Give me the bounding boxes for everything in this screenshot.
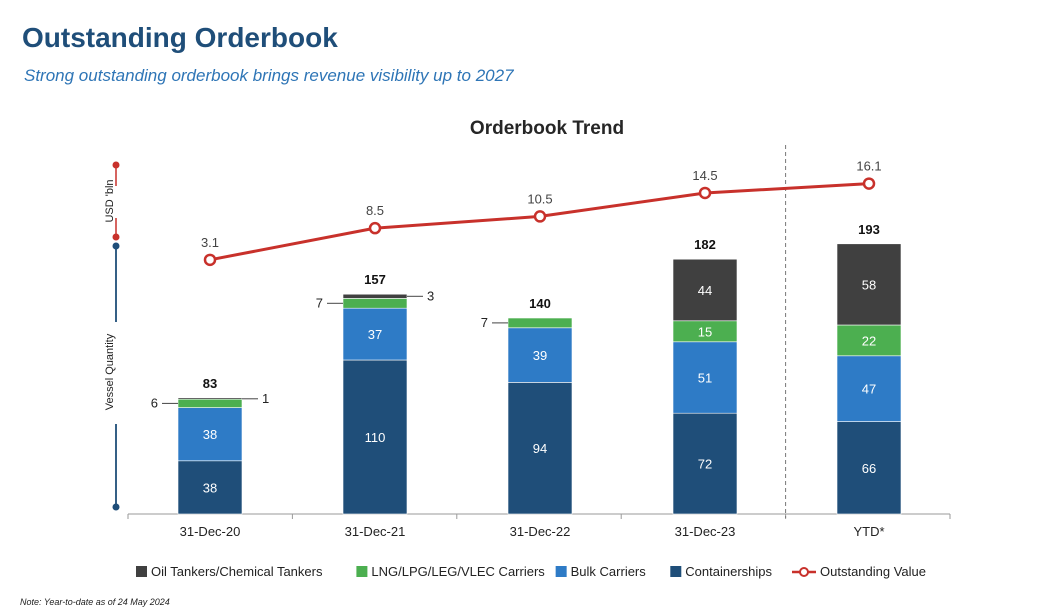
- bar-value-label: 47: [862, 382, 876, 397]
- x-tick-label: 31-Dec-21: [345, 524, 406, 539]
- bar-lng-lpg-leg-vlec-carriers: [507, 317, 573, 329]
- bar-lng-lpg-leg-vlec-carriers: [836, 324, 902, 357]
- outstanding-value-label: 14.5: [692, 168, 717, 183]
- legend-swatch-containerships: [670, 566, 682, 577]
- bar-total-label: 140: [529, 296, 551, 311]
- bar-value-label: 38: [203, 427, 217, 442]
- outstanding-value-label: 3.1: [201, 235, 219, 250]
- bar-oil-tankers-chemical-tankers: [177, 397, 243, 400]
- bar-value-label: 110: [365, 430, 386, 445]
- bar-value-label: 44: [698, 283, 712, 298]
- outstanding-value-label: 16.1: [856, 159, 881, 174]
- legend-swatch-oil-tankers-chemical-tankers: [136, 566, 147, 577]
- legend-swatch-bulk-carriers: [555, 566, 567, 577]
- footnote: Note: Year-to-date as of 24 May 2024: [20, 597, 170, 607]
- callout-label: 7: [481, 315, 488, 330]
- bar-value-label: 38: [203, 480, 217, 495]
- vessel-axis-dot-bottom: [112, 503, 120, 511]
- legend-label: Outstanding Value: [820, 564, 926, 579]
- bar-value-label: 94: [533, 441, 547, 456]
- bar-oil-tankers-chemical-tankers: [836, 243, 902, 326]
- outstanding-value-label: 10.5: [527, 191, 552, 206]
- chart-title: Orderbook Trend: [470, 118, 624, 139]
- legend-label: Containerships: [685, 564, 772, 579]
- bar-total-label: 157: [364, 272, 386, 287]
- bar-value-label: 72: [698, 457, 712, 472]
- bar-lng-lpg-leg-vlec-carriers: [177, 398, 243, 408]
- vessel-axis-label: Vessel Quantity: [104, 333, 116, 410]
- bar-bulk-carriers: [836, 355, 902, 422]
- vessel-axis-dot-top: [112, 242, 120, 250]
- x-tick-label: 31-Dec-22: [510, 524, 571, 539]
- bar-total-label: 182: [694, 237, 716, 252]
- bar-total-label: 193: [858, 222, 880, 237]
- bar-bulk-carriers: [507, 327, 573, 383]
- page-title: Outstanding Orderbook: [22, 22, 338, 53]
- usd-axis-label: USD 'bln: [104, 179, 116, 222]
- outstanding-value-marker: [862, 177, 876, 190]
- bar-containerships: [342, 359, 408, 515]
- bar-containerships: [177, 460, 243, 515]
- callout-label: 6: [151, 395, 158, 410]
- bar-value-label: 58: [862, 277, 876, 292]
- callout-label: 7: [316, 295, 323, 310]
- usd-axis-dot-top: [112, 161, 120, 169]
- callout-label: 3: [427, 288, 434, 303]
- legend-label: Bulk Carriers: [571, 564, 647, 579]
- bar-containerships: [672, 412, 738, 515]
- bar-oil-tankers-chemical-tankers: [342, 293, 408, 299]
- bar-value-label: 51: [698, 371, 712, 386]
- legend-label: Oil Tankers/Chemical Tankers: [151, 564, 323, 579]
- x-tick-label: 31-Dec-23: [675, 524, 736, 539]
- x-tick-label: YTD*: [853, 524, 884, 539]
- bar-oil-tankers-chemical-tankers: [672, 258, 738, 322]
- outstanding-value-label: 8.5: [366, 203, 384, 218]
- outstanding-value-marker: [533, 210, 547, 223]
- bar-containerships: [507, 382, 573, 515]
- bar-lng-lpg-leg-vlec-carriers: [342, 298, 408, 309]
- x-tick-label: 31-Dec-20: [180, 524, 241, 539]
- page-subtitle: Strong outstanding orderbook brings reve…: [24, 66, 514, 85]
- bar-value-label: 39: [533, 348, 547, 363]
- bar-value-label: 22: [862, 333, 876, 348]
- outstanding-value-marker: [368, 221, 382, 235]
- legend-swatch-lng-lpg-leg-vlec-carriers: [356, 566, 368, 577]
- usd-axis-dot-bottom: [112, 233, 120, 241]
- bar-total-label: 83: [203, 376, 217, 391]
- bar-value-label: 37: [368, 327, 382, 342]
- bar-value-label: 66: [862, 461, 876, 476]
- outstanding-value-marker: [698, 186, 712, 200]
- bar-value-label: 15: [698, 324, 712, 339]
- bar-bulk-carriers: [177, 407, 243, 462]
- bar-bulk-carriers: [342, 307, 408, 361]
- outstanding-value-marker: [203, 253, 217, 267]
- bar-bulk-carriers: [672, 341, 738, 414]
- legend-label: LNG/LPG/LEG/VLEC Carriers: [371, 564, 545, 579]
- legend-swatch-marker: [799, 567, 809, 577]
- callout-label: 1: [262, 391, 269, 406]
- bar-containerships: [836, 421, 902, 515]
